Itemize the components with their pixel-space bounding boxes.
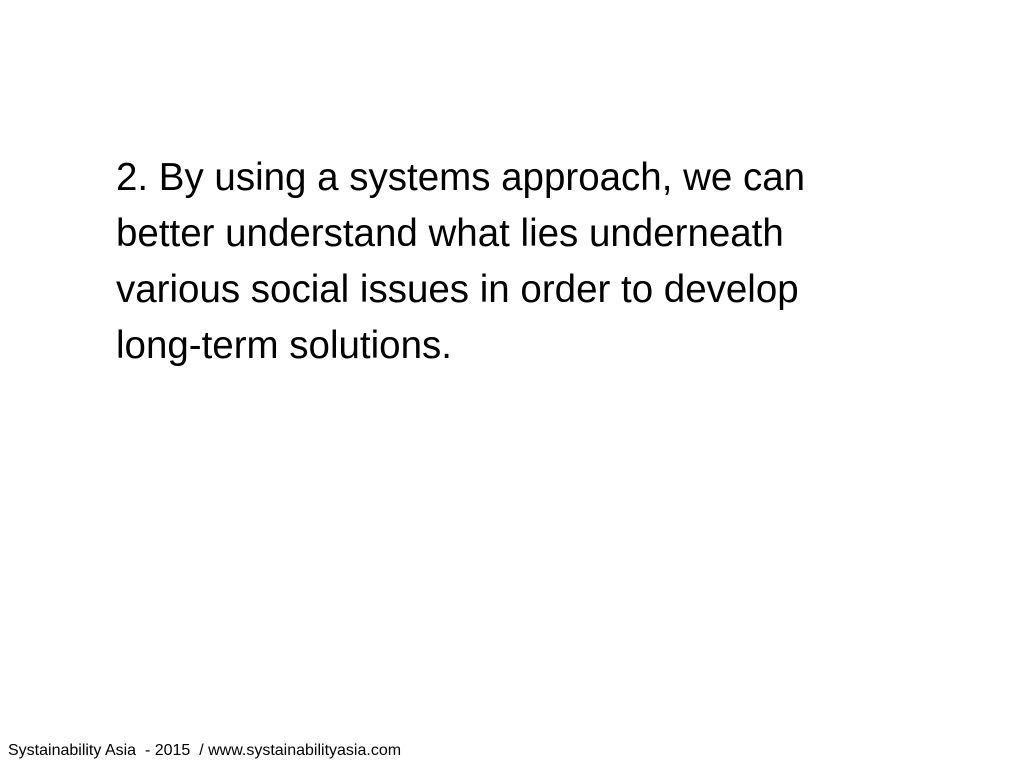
slide-body-text: 2. By using a systems approach, we can b… xyxy=(116,150,896,374)
slide-footer: Systainability Asia - 2015 / www.systain… xyxy=(8,742,402,759)
body-line-2: better understand what lies underneath xyxy=(116,212,784,255)
body-line-4: long-term solutions. xyxy=(116,324,452,367)
body-line-1: 2. By using a systems approach, we can xyxy=(116,156,806,199)
body-line-3: various social issues in order to develo… xyxy=(116,268,799,311)
